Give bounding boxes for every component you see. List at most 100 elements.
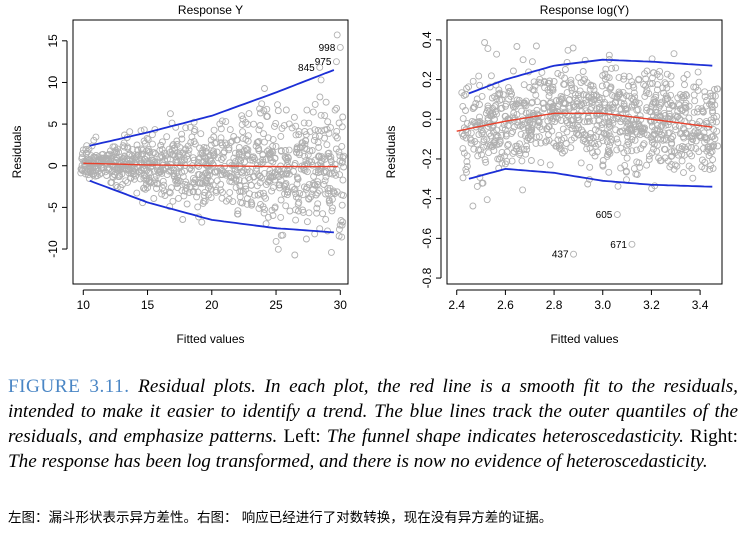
data-point	[513, 111, 521, 119]
data-point	[303, 218, 311, 226]
data-point	[299, 191, 307, 199]
data-point	[540, 104, 548, 112]
data-point	[261, 169, 268, 177]
data-point	[229, 198, 237, 206]
data-point	[187, 166, 195, 174]
data-point	[217, 134, 225, 142]
data-point	[545, 136, 553, 144]
data-point	[262, 181, 270, 189]
data-point	[473, 182, 481, 190]
data-point	[189, 174, 197, 182]
data-point	[190, 180, 198, 187]
data-point	[498, 95, 505, 103]
data-point	[124, 145, 132, 152]
y-tick-label: 10	[46, 75, 60, 89]
data-point	[632, 98, 640, 106]
data-point	[294, 174, 302, 182]
data-point	[244, 150, 252, 158]
data-point	[571, 85, 579, 93]
data-point	[706, 89, 714, 97]
data-point	[557, 71, 565, 79]
data-point	[238, 112, 246, 120]
data-point	[311, 126, 319, 134]
data-point	[486, 108, 494, 116]
data-point	[257, 109, 264, 117]
data-point	[103, 164, 111, 172]
data-point	[561, 108, 569, 116]
data-point	[532, 91, 540, 99]
data-point	[605, 108, 612, 116]
data-point	[470, 118, 478, 126]
data-point	[156, 168, 164, 176]
data-point	[681, 104, 689, 112]
data-point	[481, 156, 489, 164]
data-point	[676, 130, 684, 138]
data-point	[567, 144, 575, 152]
chart-title: Response log(Y)	[540, 3, 629, 17]
y-tick-label: 15	[46, 34, 60, 48]
data-point	[149, 140, 156, 148]
data-point	[583, 118, 591, 126]
data-point	[584, 93, 592, 101]
data-point	[242, 135, 250, 143]
data-point	[240, 177, 248, 185]
data-point	[210, 126, 218, 134]
data-point	[590, 117, 598, 125]
data-point	[167, 160, 174, 168]
caption-text-2: The funnel shape indicates heteroscedast…	[326, 426, 738, 447]
data-point	[577, 159, 585, 167]
data-point	[650, 69, 658, 77]
data-point	[282, 202, 290, 210]
data-point	[157, 141, 165, 149]
data-point	[636, 163, 644, 171]
data-point	[480, 143, 487, 151]
data-point	[333, 127, 341, 135]
data-point	[277, 196, 285, 204]
data-point	[584, 180, 592, 188]
data-point	[579, 68, 587, 75]
data-point	[301, 152, 309, 160]
data-point	[463, 158, 471, 166]
data-point	[581, 138, 589, 146]
data-point	[300, 119, 308, 127]
data-point	[146, 178, 154, 186]
data-point	[493, 50, 501, 58]
data-point	[614, 139, 622, 147]
data-point	[567, 76, 575, 84]
data-point	[475, 131, 483, 138]
data-point	[272, 237, 280, 245]
data-point	[272, 142, 280, 150]
data-point	[236, 188, 244, 196]
data-point	[696, 132, 704, 140]
data-point	[647, 117, 655, 124]
data-point	[292, 122, 300, 130]
data-point	[312, 168, 320, 176]
data-point	[167, 167, 175, 175]
data-point	[120, 139, 128, 147]
data-point	[330, 187, 337, 195]
data-point	[556, 108, 564, 116]
data-point	[513, 142, 521, 150]
data-point	[263, 105, 271, 113]
data-point	[629, 133, 636, 141]
data-point	[228, 137, 236, 145]
data-point	[484, 45, 492, 53]
data-point	[194, 171, 202, 179]
data-point	[250, 173, 258, 181]
data-point	[180, 156, 188, 164]
data-point	[653, 147, 661, 155]
data-point	[678, 142, 686, 150]
data-point	[322, 190, 330, 198]
data-point	[199, 199, 207, 207]
data-point	[516, 149, 524, 157]
data-point	[688, 134, 696, 142]
data-point	[480, 138, 488, 146]
data-point	[292, 216, 300, 224]
data-point	[176, 144, 184, 152]
data-point	[137, 166, 145, 174]
data-point	[333, 188, 341, 196]
data-point	[262, 156, 270, 164]
data-point	[557, 117, 565, 124]
data-point	[654, 81, 661, 89]
